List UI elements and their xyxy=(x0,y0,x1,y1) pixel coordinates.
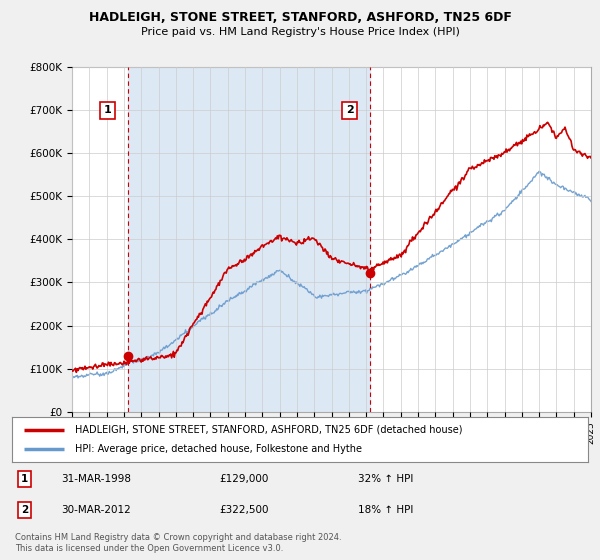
Bar xyxy=(128,67,370,412)
Text: £129,000: £129,000 xyxy=(220,474,269,484)
Text: 1: 1 xyxy=(20,474,28,484)
Text: 2: 2 xyxy=(20,505,28,515)
Text: HPI: Average price, detached house, Folkestone and Hythe: HPI: Average price, detached house, Folk… xyxy=(76,445,362,455)
Text: £322,500: £322,500 xyxy=(220,505,269,515)
Text: 1: 1 xyxy=(104,105,112,115)
Text: 31-MAR-1998: 31-MAR-1998 xyxy=(61,474,131,484)
Text: 32% ↑ HPI: 32% ↑ HPI xyxy=(358,474,413,484)
Text: Price paid vs. HM Land Registry's House Price Index (HPI): Price paid vs. HM Land Registry's House … xyxy=(140,27,460,37)
Text: 18% ↑ HPI: 18% ↑ HPI xyxy=(358,505,413,515)
Text: 30-MAR-2012: 30-MAR-2012 xyxy=(61,505,131,515)
Text: HADLEIGH, STONE STREET, STANFORD, ASHFORD, TN25 6DF (detached house): HADLEIGH, STONE STREET, STANFORD, ASHFOR… xyxy=(76,424,463,435)
Text: 2: 2 xyxy=(346,105,353,115)
Text: Contains HM Land Registry data © Crown copyright and database right 2024.
This d: Contains HM Land Registry data © Crown c… xyxy=(15,533,341,553)
Text: HADLEIGH, STONE STREET, STANFORD, ASHFORD, TN25 6DF: HADLEIGH, STONE STREET, STANFORD, ASHFOR… xyxy=(89,11,511,24)
